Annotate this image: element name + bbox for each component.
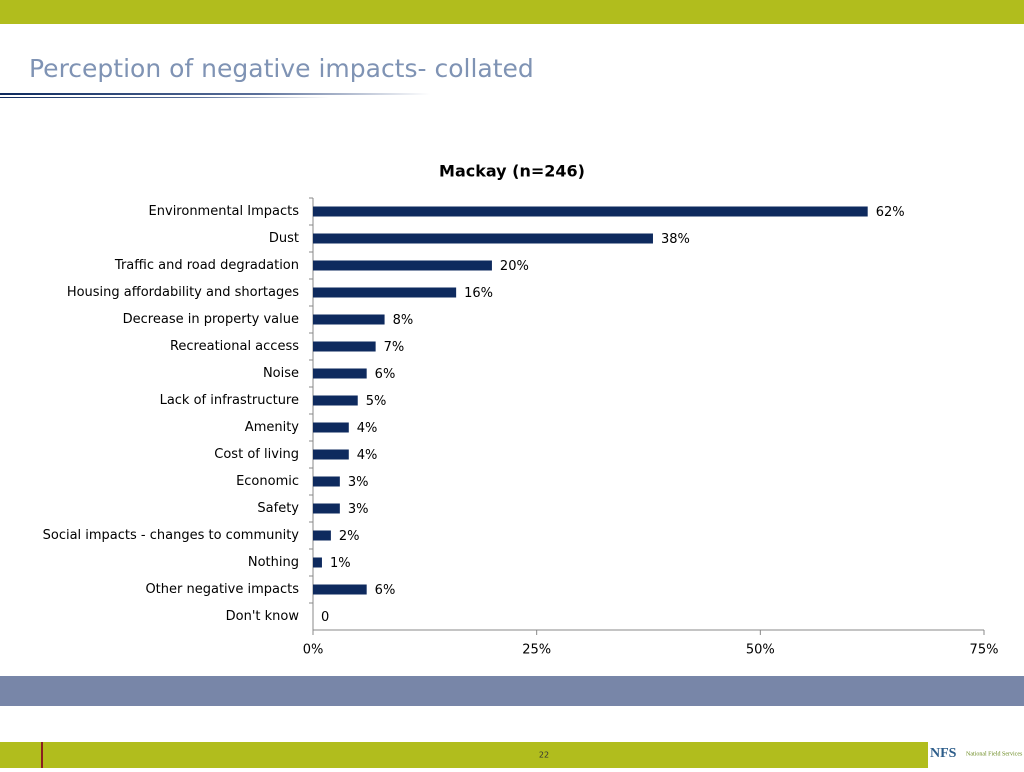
y-tick-label: Other negative impacts [145, 582, 299, 597]
y-tick-label: Noise [263, 366, 299, 381]
y-tick-label: Recreational access [170, 339, 299, 354]
value-label: 0 [321, 610, 329, 625]
value-label: 6% [375, 583, 396, 598]
value-label: 20% [500, 259, 529, 274]
logo: NFS [930, 746, 957, 761]
value-label: 16% [464, 286, 493, 301]
bottom-band [0, 742, 1024, 768]
y-tick-label: Nothing [248, 555, 299, 570]
value-label: 62% [876, 205, 905, 220]
y-tick-label: Lack of infrastructure [160, 393, 299, 408]
x-tick-label: 75% [970, 643, 999, 658]
value-label: 3% [348, 475, 369, 490]
value-label: 4% [357, 448, 378, 463]
y-tick-label: Environmental Impacts [149, 204, 300, 219]
logo-subtitle: National Field Services [966, 751, 1023, 757]
y-tick-label: Dust [269, 231, 299, 246]
bar [313, 422, 349, 433]
bar [313, 260, 492, 271]
value-label: 6% [375, 367, 396, 382]
x-tick-label: 50% [746, 643, 775, 658]
value-label: 5% [366, 394, 387, 409]
value-label: 3% [348, 502, 369, 517]
bar [313, 584, 367, 595]
bar [313, 395, 358, 406]
y-tick-label: Traffic and road degradation [114, 258, 299, 273]
bar [313, 233, 653, 244]
value-label: 7% [384, 340, 405, 355]
bar [313, 206, 868, 217]
y-tick-label: Don't know [226, 609, 300, 624]
value-label: 8% [393, 313, 414, 328]
top-band [0, 0, 1024, 24]
slide-title: Perception of negative impacts- collated [29, 54, 534, 83]
value-label: 38% [661, 232, 690, 247]
value-label: 1% [330, 556, 351, 571]
value-label: 2% [339, 529, 360, 544]
y-tick-label: Decrease in property value [123, 312, 299, 327]
y-tick-label: Cost of living [214, 447, 299, 462]
page-number: 22 [539, 751, 549, 760]
bar [313, 341, 376, 352]
bar [313, 287, 457, 298]
bar [313, 503, 340, 514]
bar [313, 557, 322, 568]
x-tick-label: 25% [522, 643, 551, 658]
y-tick-label: Economic [236, 474, 299, 489]
value-label: 4% [357, 421, 378, 436]
chart-title: Mackay (n=246) [439, 162, 585, 181]
y-tick-label: Amenity [245, 420, 300, 435]
bar [313, 314, 385, 325]
y-tick-label: Social impacts - changes to community [43, 528, 300, 543]
y-tick-label: Housing affordability and shortages [67, 285, 299, 300]
bar [313, 368, 367, 379]
title-underline [0, 93, 430, 95]
footer-band [0, 676, 1024, 706]
bar [313, 530, 331, 541]
logo-box [928, 740, 1024, 768]
bar [313, 476, 340, 487]
bar [313, 449, 349, 460]
y-tick-label: Safety [257, 501, 299, 516]
x-tick-label: 0% [303, 643, 324, 658]
title-underline [0, 97, 330, 98]
